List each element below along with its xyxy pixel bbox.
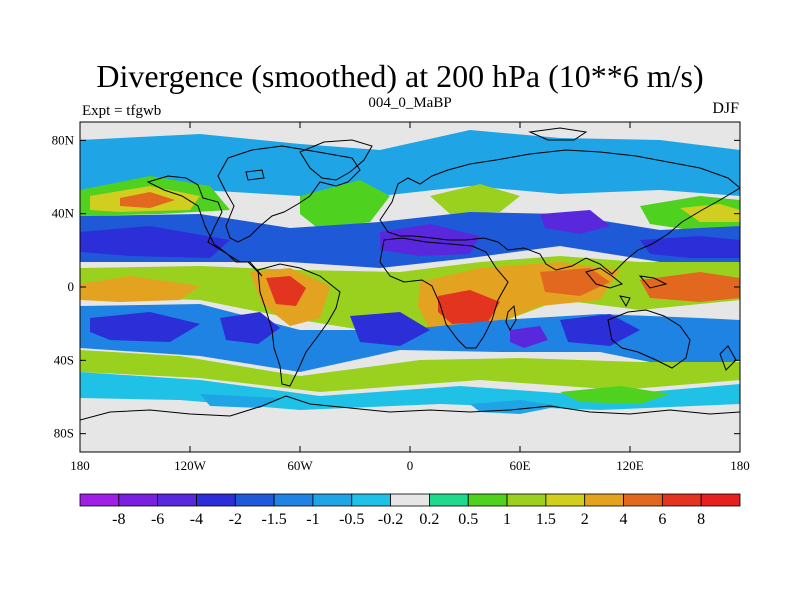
x-tick-label: 120W	[174, 458, 207, 473]
contour-region	[80, 130, 740, 196]
colorbar-swatch	[312, 493, 353, 507]
contour-region	[438, 290, 500, 324]
colorbar-label: -4	[190, 511, 203, 528]
x-tick-label: 60W	[287, 458, 313, 473]
contour-region	[680, 204, 740, 222]
colorbar-label: 6	[658, 511, 666, 528]
colorbar-swatch	[584, 493, 624, 507]
contour-region	[266, 276, 306, 306]
colorbar-swatch	[390, 493, 430, 507]
colorbar-swatch	[467, 493, 508, 507]
chart-title: Divergence (smoothed) at 200 hPa (10**6 …	[96, 58, 704, 94]
contour-region	[80, 350, 740, 392]
colorbar-label: -2	[229, 511, 242, 528]
colorbar-swatch	[623, 493, 663, 507]
coastline-south-america	[257, 263, 341, 387]
colorbar-label: -8	[112, 511, 125, 528]
contour-region	[540, 268, 610, 296]
coastline-eurasia	[379, 149, 740, 275]
contour-region	[200, 394, 280, 408]
coastline-north-america	[146, 145, 361, 277]
contour-region	[560, 314, 640, 346]
contour-fields	[80, 130, 740, 414]
colorbar-swatch	[273, 493, 314, 507]
season-label: DJF	[712, 100, 739, 117]
y-tick-label: 40S	[54, 352, 74, 367]
x-tick-label: 0	[407, 458, 414, 473]
contour-region	[640, 236, 740, 258]
contour-region	[380, 224, 480, 256]
run-label: 004_0_MaBP	[368, 95, 452, 111]
colorbar-label: -0.5	[339, 511, 364, 528]
y-tick-label: 80N	[52, 132, 75, 147]
colorbar-label: -0.2	[378, 511, 403, 528]
x-tick-label: 60E	[510, 458, 531, 473]
colorbar-swatch	[157, 493, 197, 507]
contour-region	[640, 272, 740, 302]
colorbar-label: 2	[581, 511, 589, 528]
x-tick-label: 180	[70, 458, 90, 473]
coastline-africa	[379, 237, 509, 349]
colorbar-label: 0.2	[419, 511, 439, 528]
contour-region	[430, 184, 520, 214]
coastline-arctic-islands	[245, 127, 588, 181]
contour-region	[220, 312, 280, 344]
colorbar-swatch	[351, 493, 391, 507]
colorbar-label: 1.5	[536, 511, 556, 528]
coastlines	[80, 127, 740, 421]
colorbar-swatch	[429, 493, 469, 507]
colorbar-swatch	[545, 493, 586, 507]
coastline-maritime-continent	[585, 267, 668, 308]
contour-region	[540, 210, 610, 234]
coastline-greenland	[299, 139, 373, 181]
coastline-madagascar	[505, 304, 517, 332]
y-tick-label: 0	[68, 279, 75, 294]
contour-region	[80, 226, 230, 258]
contour-region	[90, 312, 200, 342]
contour-region	[80, 276, 200, 302]
colorbar-swatch	[118, 493, 159, 507]
contour-region	[510, 326, 548, 348]
colorbar-label: 8	[697, 511, 705, 528]
colorbar-swatch	[79, 493, 120, 507]
contour-region	[120, 192, 175, 208]
colorbar: -8 -6 -4 -2 -1.5 -1 -0.5 -0.2 0.2 0.5 1 1.5 2 4 6 8	[79, 493, 741, 528]
axes: 180 120W 60W 0 60E 120E 180 80N 40N 0 40S 80S	[52, 122, 750, 473]
colorbar-label: -1.5	[261, 511, 286, 528]
experiment-label: Expt = tfgwb	[82, 103, 162, 119]
colorbar-label: -1	[306, 511, 319, 528]
colorbar-swatch	[700, 493, 741, 507]
colorbar-swatch	[506, 493, 547, 507]
x-tick-label: 180	[730, 458, 750, 473]
contour-region	[560, 386, 670, 404]
contour-region	[350, 312, 430, 346]
colorbar-label: 0.5	[458, 511, 478, 528]
coastline-australia	[607, 309, 691, 369]
colorbar-swatch	[234, 493, 275, 507]
y-tick-label: 80S	[54, 426, 74, 441]
y-tick-label: 40N	[52, 206, 75, 221]
colorbar-label: 1	[503, 511, 511, 528]
colorbar-swatch	[196, 493, 236, 507]
colorbar-swatch	[661, 493, 702, 507]
contour-region	[300, 180, 390, 230]
coastline-antarctica	[80, 395, 740, 421]
colorbar-label: 4	[620, 511, 628, 528]
colorbar-label: -6	[151, 511, 164, 528]
x-tick-label: 120E	[616, 458, 644, 473]
